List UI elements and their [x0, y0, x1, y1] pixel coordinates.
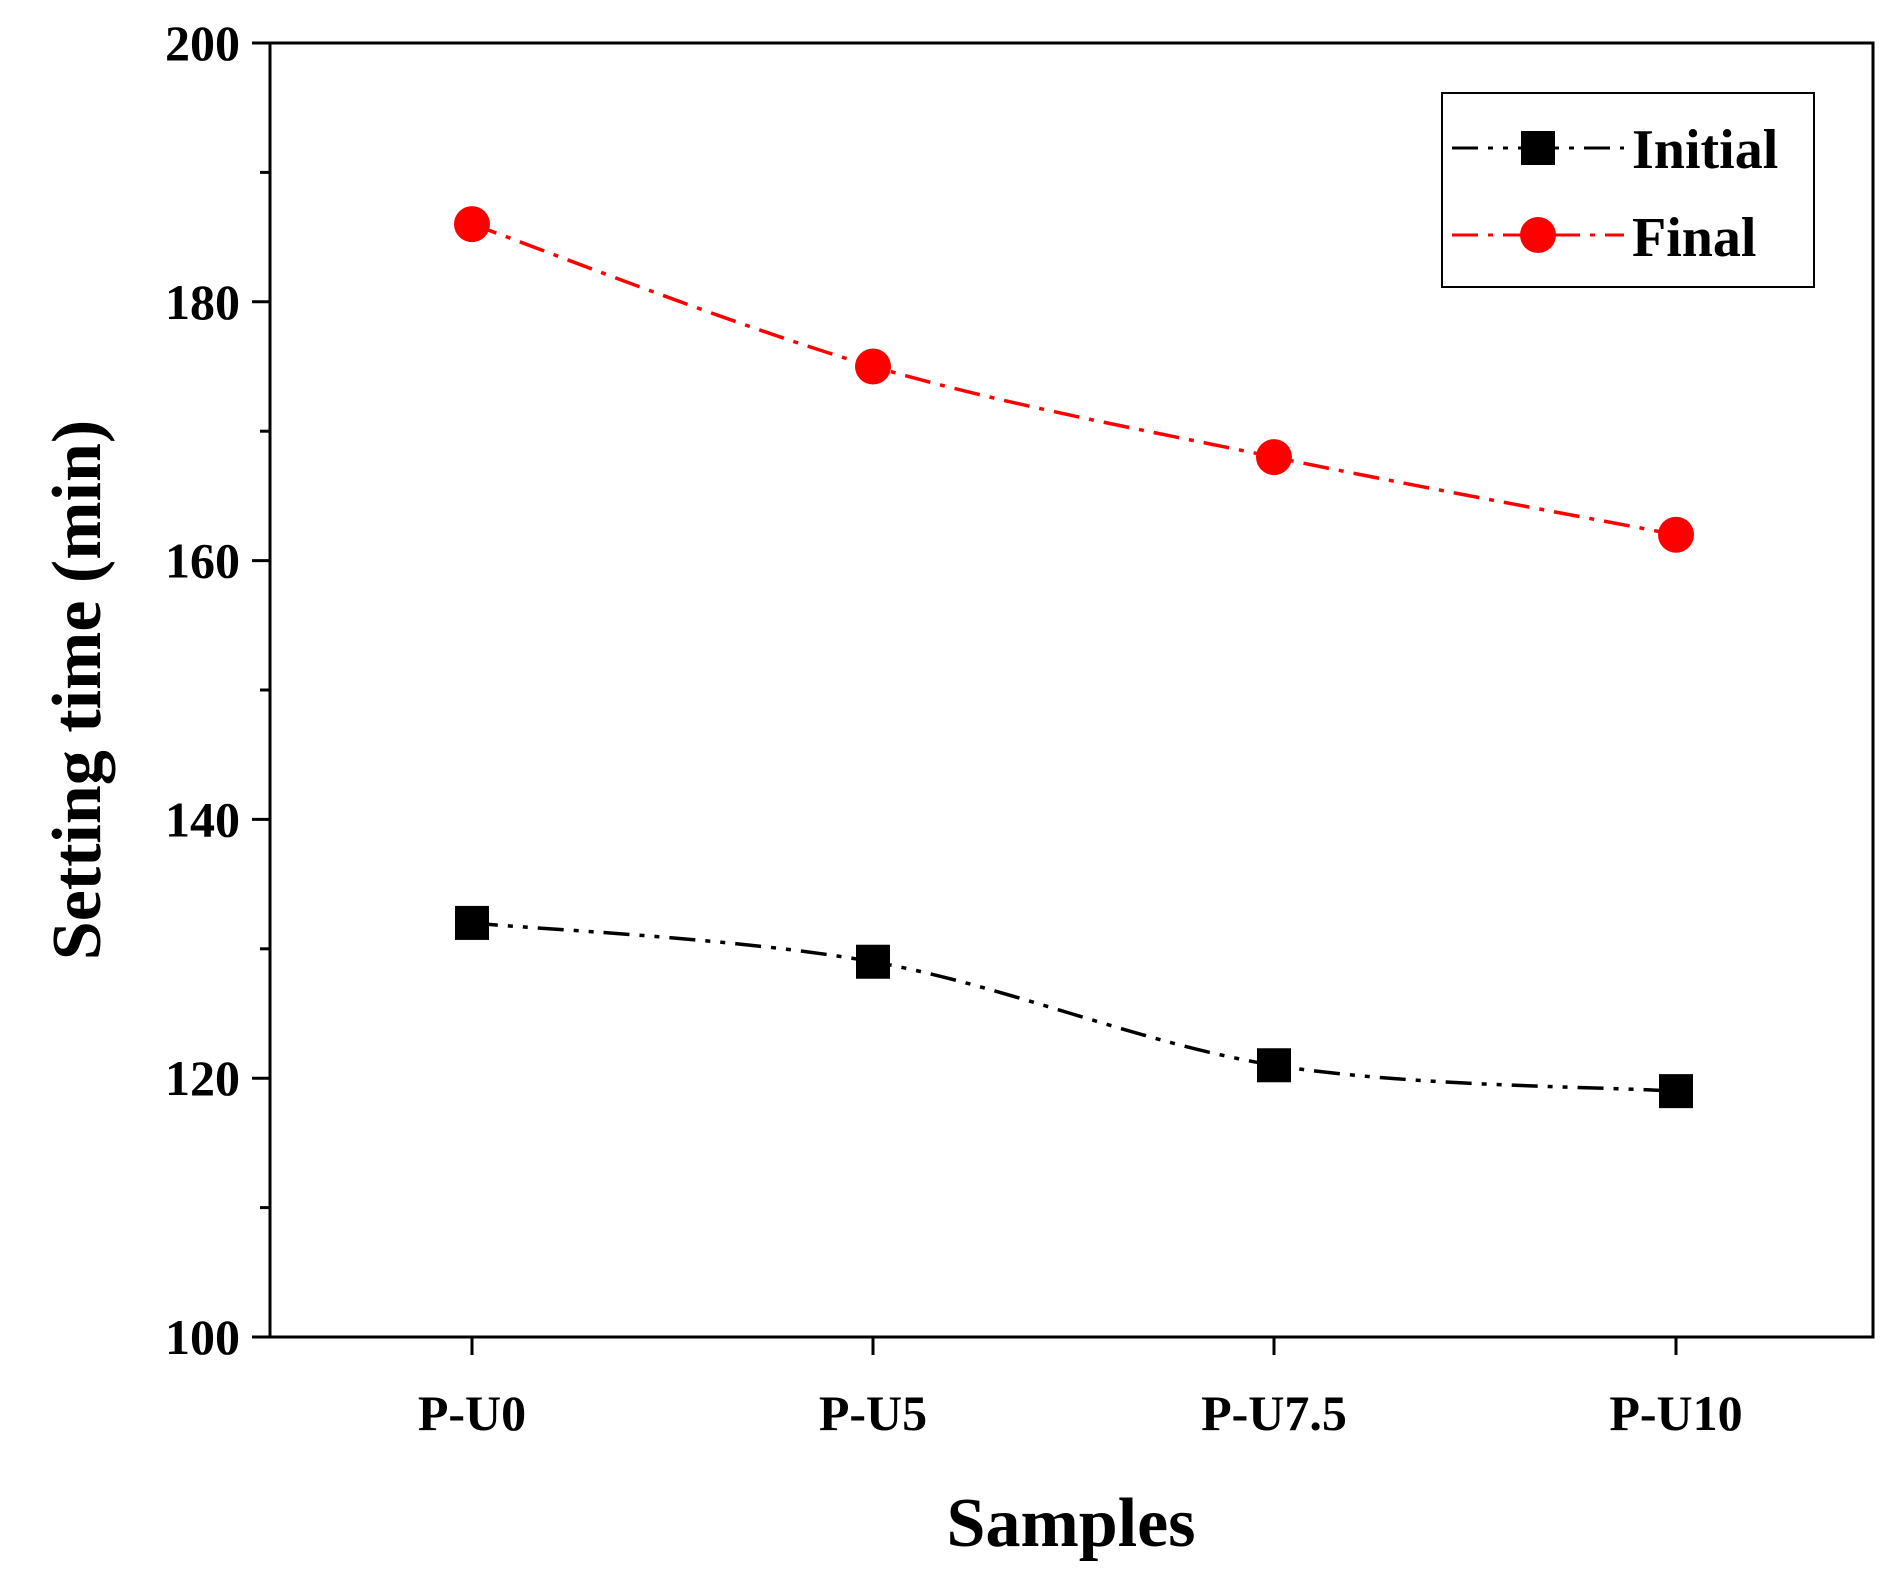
data-point-final: [454, 206, 490, 243]
data-point-initial: [1257, 1048, 1291, 1083]
y-tick-label: 100: [165, 1309, 240, 1365]
data-point-final: [1256, 439, 1292, 476]
legend-label-final: Final: [1632, 207, 1756, 269]
series-line-final: [471, 222, 1677, 537]
legend-marker-initial: [1521, 131, 1555, 165]
legend-item-initial: Initial: [1452, 119, 1778, 181]
x-tick-label: P-U5: [819, 1385, 927, 1441]
x-tick-label: P-U10: [1609, 1385, 1742, 1441]
series-initial: [455, 905, 1693, 1109]
y-tick-label: 120: [165, 1050, 240, 1106]
series-final: [454, 206, 1694, 553]
legend-label-initial: Initial: [1632, 119, 1778, 181]
legend-marker-final: [1520, 217, 1556, 253]
x-tick-label: P-U7.5: [1201, 1385, 1347, 1441]
x-tick-label: P-U0: [418, 1385, 526, 1441]
y-axis-title: Setting time (min): [39, 420, 116, 960]
series-line-initial: [471, 921, 1677, 1093]
data-point-initial: [1659, 1074, 1693, 1109]
x-axis-title: Samples: [947, 1485, 1196, 1562]
series-layer: [454, 206, 1694, 1109]
legend-box: [1441, 92, 1815, 288]
x-axis: P-U0 P-U5 P-U7.5 P-U10: [418, 1337, 1743, 1441]
y-axis: 100 120 140 160 180 200: [165, 15, 270, 1365]
y-tick-label: 180: [165, 274, 240, 330]
data-point-final: [1658, 516, 1694, 553]
legend: Initial Final: [1441, 92, 1815, 288]
y-tick-label: 200: [165, 15, 240, 71]
y-tick-label: 160: [165, 533, 240, 589]
data-point-final: [855, 348, 891, 385]
data-point-initial: [455, 905, 489, 940]
data-point-initial: [856, 944, 890, 979]
legend-item-final: Final: [1452, 207, 1756, 269]
y-tick-label: 140: [165, 791, 240, 847]
